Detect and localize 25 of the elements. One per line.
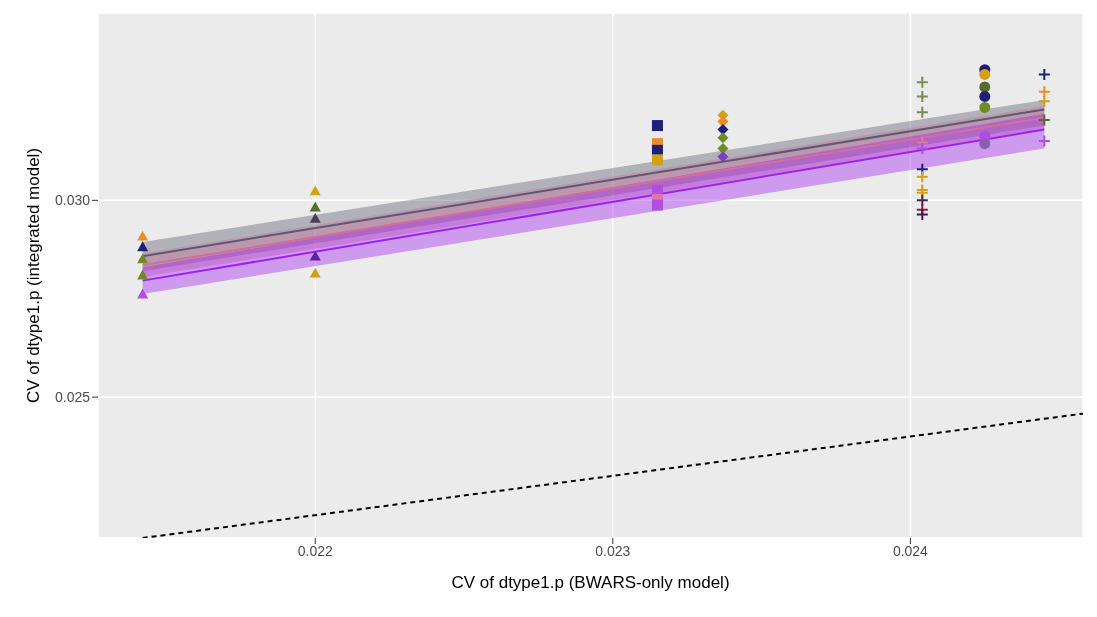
- point: [309, 212, 321, 223]
- point: [309, 250, 321, 261]
- y-tick-label: 0.025: [54, 389, 91, 406]
- y-axis-title: CV of dtype1.p (integrated model): [24, 147, 44, 404]
- point: [717, 142, 729, 154]
- y-tick-label: 0.030: [54, 192, 91, 209]
- x-tick-label: 0.023: [595, 542, 631, 559]
- point: [979, 138, 991, 150]
- point: [915, 208, 929, 221]
- point: [915, 193, 929, 207]
- point: [915, 75, 929, 89]
- point: [137, 269, 149, 280]
- point: [309, 267, 321, 278]
- point: [915, 105, 929, 119]
- x-axis-title: CV of dtype1.p (BWARS-only model): [451, 573, 730, 592]
- x-tick-label: 0.024: [892, 542, 929, 559]
- point: [915, 89, 929, 103]
- point: [309, 185, 321, 196]
- point: [1037, 113, 1051, 127]
- point: [979, 90, 991, 102]
- point: [137, 253, 149, 264]
- point: [1037, 85, 1051, 99]
- x-tick-label: 0.022: [297, 542, 333, 559]
- point: [717, 132, 729, 144]
- point: [717, 151, 729, 163]
